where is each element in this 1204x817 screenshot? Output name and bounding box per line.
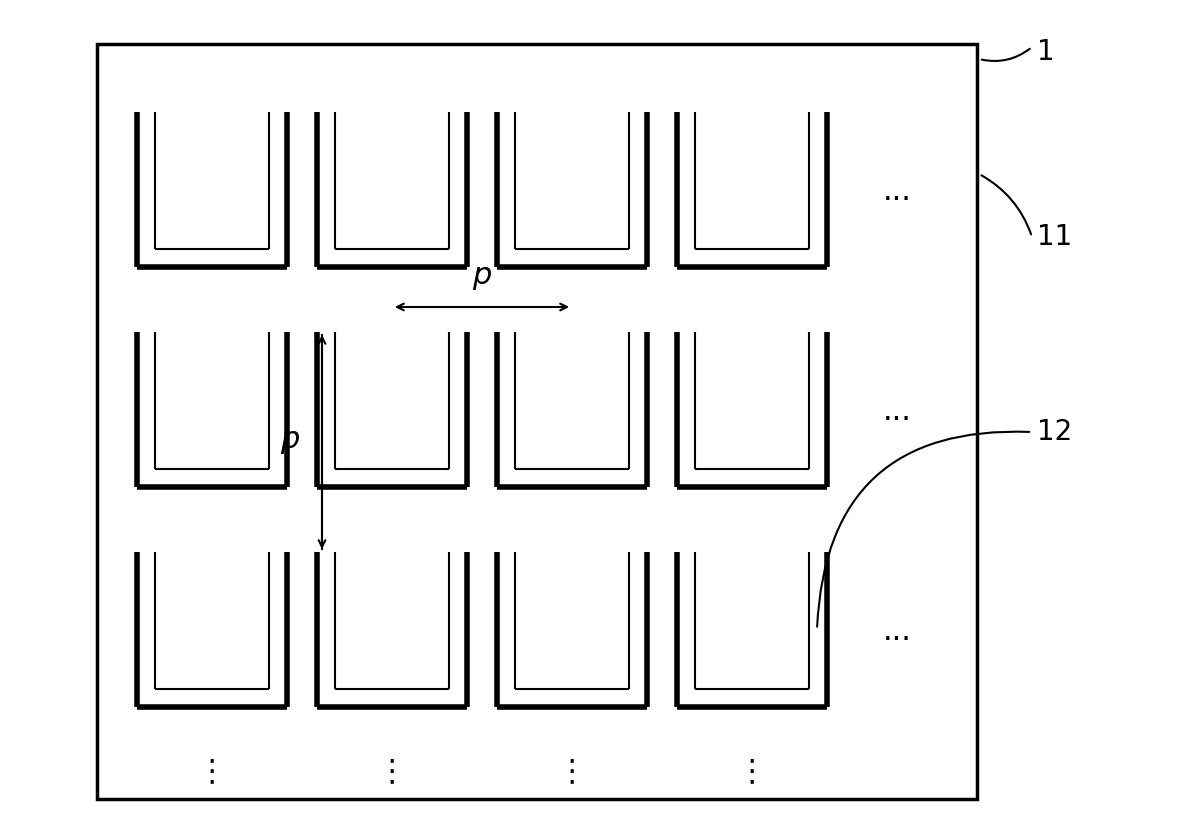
- Text: ⋮: ⋮: [196, 757, 228, 787]
- Text: ...: ...: [883, 398, 911, 426]
- Text: ⋮: ⋮: [377, 757, 407, 787]
- Text: ⋮: ⋮: [737, 757, 767, 787]
- Text: 1: 1: [1037, 38, 1055, 66]
- Text: ...: ...: [883, 618, 911, 646]
- Text: $p$: $p$: [281, 427, 300, 457]
- Text: ...: ...: [883, 177, 911, 207]
- Text: 11: 11: [1037, 223, 1073, 251]
- Text: ⋮: ⋮: [556, 757, 588, 787]
- Text: 12: 12: [1037, 418, 1073, 446]
- Bar: [98, 44, 976, 799]
- Text: $p$: $p$: [472, 263, 492, 292]
